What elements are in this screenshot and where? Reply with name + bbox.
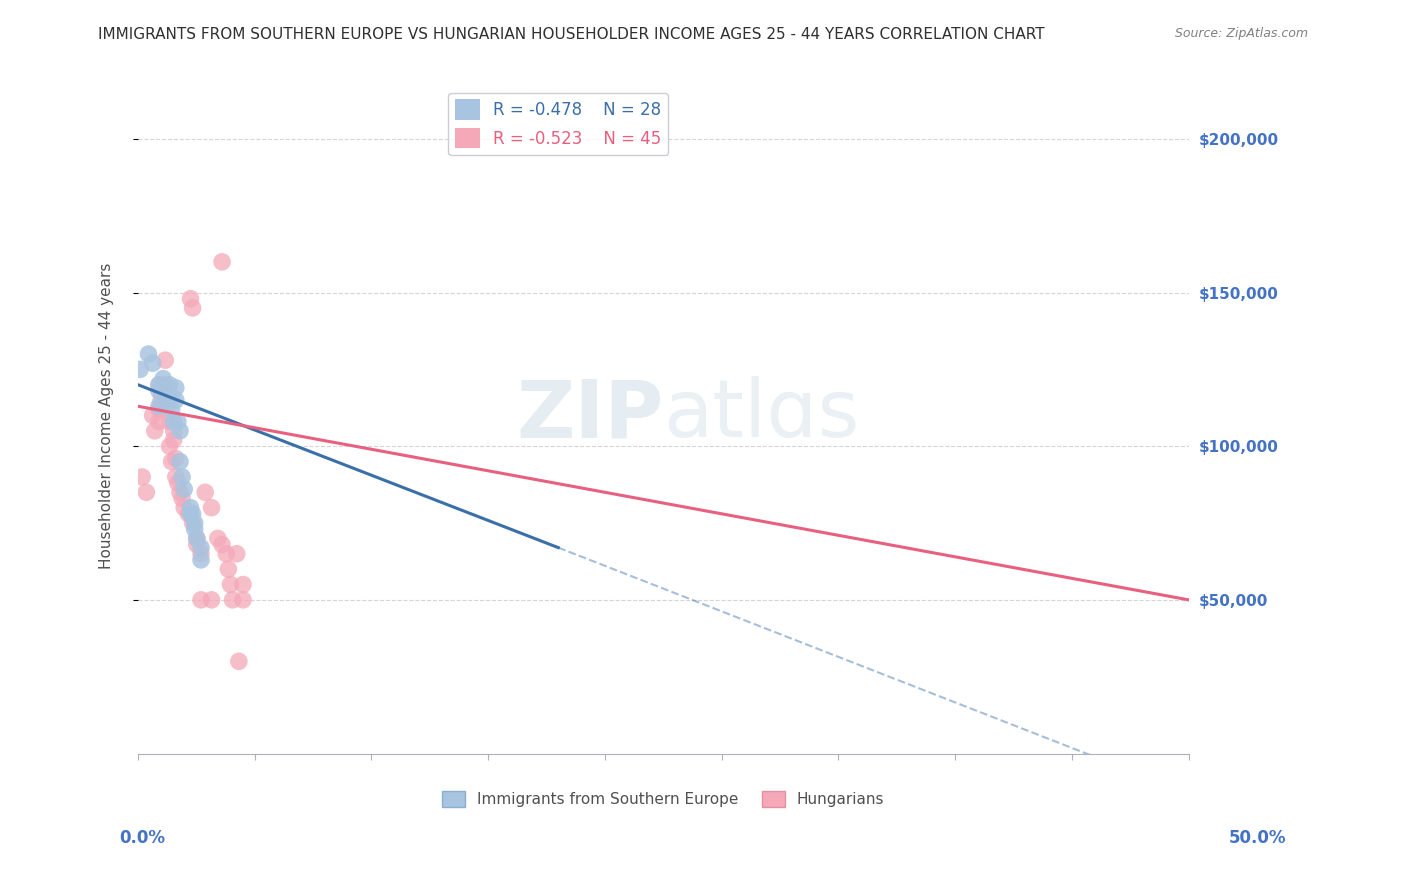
Point [211, 255, 233, 269]
Point [172, 470, 194, 484]
Point [148, 399, 170, 413]
Point [190, 553, 212, 567]
Text: Source: ZipAtlas.com: Source: ZipAtlas.com [1174, 27, 1308, 40]
Point [155, 377, 177, 392]
Point [155, 353, 177, 368]
Point [172, 491, 194, 506]
Point [183, 516, 205, 530]
Point [194, 485, 217, 500]
Text: IMMIGRANTS FROM SOUTHERN EUROPE VS HUNGARIAN HOUSEHOLDER INCOME AGES 25 - 44 YEA: IMMIGRANTS FROM SOUTHERN EUROPE VS HUNGA… [98, 27, 1045, 42]
Y-axis label: Householder Income Ages 25 - 44 years: Householder Income Ages 25 - 44 years [100, 262, 114, 569]
Point [150, 393, 173, 408]
Point [207, 532, 229, 546]
Point [148, 415, 170, 429]
Point [150, 384, 173, 398]
Point [163, 415, 186, 429]
Point [165, 451, 187, 466]
Point [165, 381, 187, 395]
Text: atlɑs: atlɑs [664, 376, 859, 455]
Point [179, 292, 201, 306]
Point [181, 301, 204, 315]
Point [169, 454, 191, 468]
Point [160, 390, 183, 404]
Point [217, 562, 239, 576]
Point [159, 415, 181, 429]
Point [148, 384, 170, 398]
Text: 0.0%: 0.0% [120, 829, 166, 847]
Point [169, 485, 191, 500]
Point [186, 532, 208, 546]
Point [156, 399, 179, 413]
Point [169, 424, 191, 438]
Point [131, 470, 153, 484]
Point [155, 384, 177, 398]
Point [177, 507, 200, 521]
Point [186, 537, 208, 551]
Point [152, 371, 174, 385]
Point [232, 592, 254, 607]
Point [173, 500, 195, 515]
Point [155, 393, 177, 408]
Point [215, 547, 238, 561]
Text: 50.0%: 50.0% [1229, 829, 1286, 847]
Point [200, 500, 222, 515]
Point [225, 547, 247, 561]
Point [159, 377, 181, 392]
Point [160, 454, 183, 468]
Point [165, 393, 187, 408]
Point [129, 362, 152, 376]
Point [159, 439, 181, 453]
Point [190, 547, 212, 561]
Point [163, 433, 186, 447]
Point [138, 347, 160, 361]
Point [228, 654, 250, 668]
Point [167, 476, 190, 491]
Point [165, 470, 187, 484]
Point [160, 402, 183, 417]
Point [142, 356, 165, 370]
Point [148, 377, 170, 392]
Point [190, 541, 212, 555]
Point [232, 577, 254, 591]
Point [211, 537, 233, 551]
Point [190, 592, 212, 607]
Point [135, 485, 157, 500]
Text: ZIP: ZIP [516, 376, 664, 455]
Point [173, 482, 195, 496]
Point [200, 592, 222, 607]
Point [219, 577, 242, 591]
Point [148, 377, 170, 392]
Point [167, 415, 190, 429]
Point [148, 402, 170, 417]
Point [181, 507, 204, 521]
Point [221, 592, 243, 607]
Point [186, 532, 208, 546]
Point [163, 424, 186, 438]
Point [142, 409, 165, 423]
Legend: Immigrants from Southern Europe, Hungarians: Immigrants from Southern Europe, Hungari… [436, 785, 890, 814]
Point [179, 500, 201, 515]
Point [179, 507, 201, 521]
Point [183, 522, 205, 536]
Point [181, 516, 204, 530]
Point [143, 424, 166, 438]
